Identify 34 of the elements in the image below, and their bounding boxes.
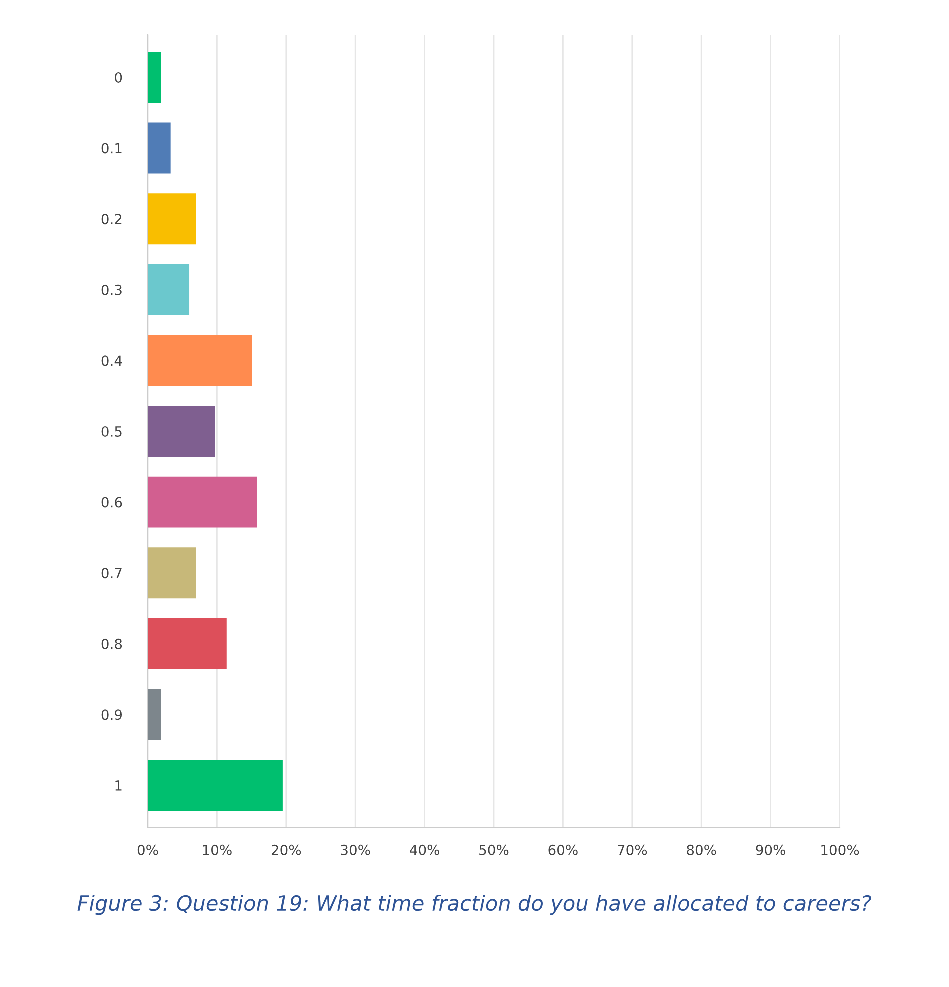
y-tick-label: 0.2 xyxy=(102,214,122,225)
bar xyxy=(148,548,196,599)
bar xyxy=(148,689,162,740)
bar xyxy=(148,618,227,670)
bar xyxy=(148,760,283,812)
y-tick-label: 0 xyxy=(115,72,122,83)
y-tick-label: 0.7 xyxy=(102,568,122,579)
caption: Figure 3: Question 19: What time fraction do you have allocated to careers? xyxy=(78,895,872,916)
y-tick-label: 0.8 xyxy=(102,638,122,650)
y-tick-label: 0.3 xyxy=(102,284,122,296)
bar xyxy=(148,52,162,103)
x-tick-label: 40% xyxy=(410,844,440,856)
bar xyxy=(148,194,196,245)
bar xyxy=(148,476,258,528)
y-tick-label: 1 xyxy=(116,780,122,791)
y-tick-label: 0.5 xyxy=(102,426,122,437)
x-tick-label: 100% xyxy=(822,844,860,856)
x-tick-label: 70% xyxy=(618,844,648,856)
x-tick-label: 90% xyxy=(756,844,786,856)
y-tick-label: 0.4 xyxy=(102,356,122,366)
x-tick-label: 50% xyxy=(480,844,509,856)
bar xyxy=(148,335,252,386)
y-tick-label: 0.9 xyxy=(102,710,122,720)
bar xyxy=(148,122,171,174)
x-tick-label: 30% xyxy=(341,844,370,856)
x-tick-label: 20% xyxy=(272,844,302,856)
x-tick-label: 10% xyxy=(203,844,232,856)
x-tick-label: 0% xyxy=(138,844,158,856)
bar xyxy=(148,406,216,457)
x-tick-label: 80% xyxy=(687,844,716,856)
y-tick-label: 0.1 xyxy=(102,143,122,154)
bar xyxy=(148,264,190,316)
x-tick-label: 60% xyxy=(548,844,578,856)
y-tick-label: 0.6 xyxy=(102,497,122,508)
